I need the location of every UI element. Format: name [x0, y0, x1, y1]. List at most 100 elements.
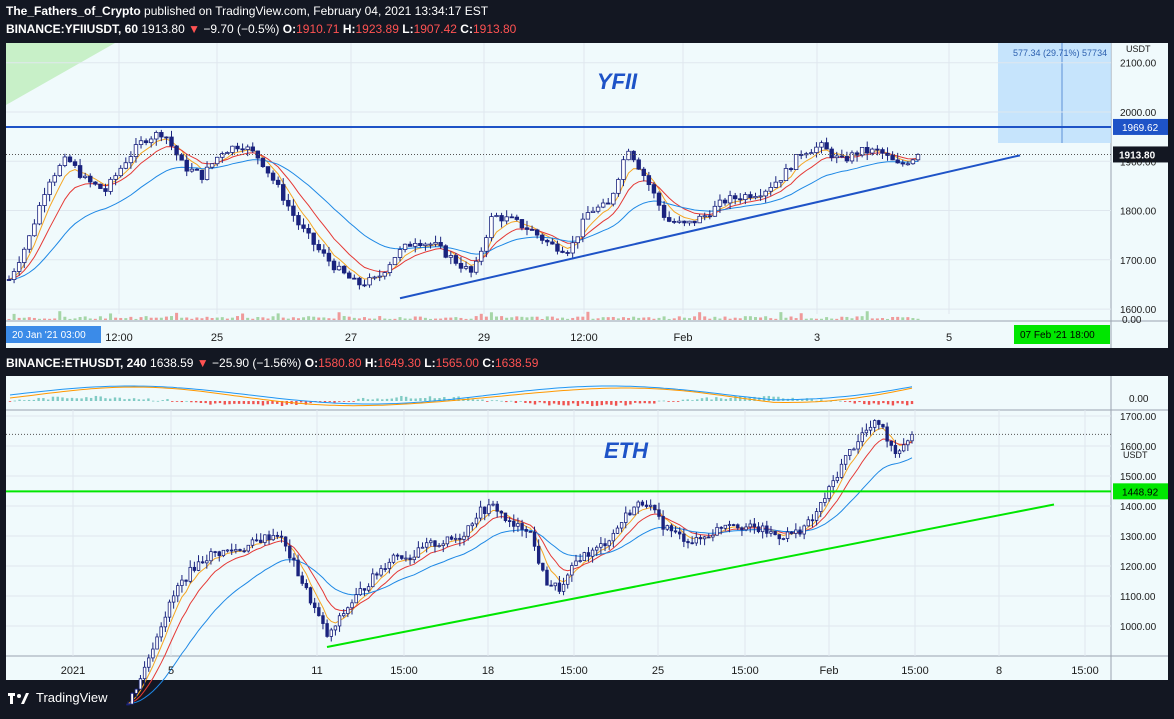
volume-bar — [93, 318, 97, 320]
candle — [656, 192, 662, 206]
candle — [740, 527, 744, 531]
time-tick: 15:00 — [390, 665, 418, 677]
candle — [151, 648, 155, 659]
volume-bar — [48, 318, 52, 320]
volume-bar — [505, 317, 509, 320]
candle — [657, 509, 661, 517]
volume-bar — [164, 316, 168, 320]
candle — [875, 148, 880, 151]
level-price-label — [1113, 483, 1168, 500]
candle — [743, 194, 748, 201]
macd-histogram-bar — [180, 401, 184, 403]
macd-histogram-bar — [151, 400, 155, 402]
volume-bar — [835, 318, 839, 320]
candle — [22, 248, 27, 263]
macd-histogram-bar — [753, 396, 756, 401]
candle — [437, 545, 441, 547]
volume-bar — [840, 316, 844, 320]
candle — [905, 163, 911, 166]
macd-pane[interactable] — [6, 376, 1111, 410]
volume-bar — [667, 318, 671, 320]
candle — [413, 243, 418, 247]
top-price-pane[interactable] — [6, 43, 1111, 314]
macd-histogram-bar — [361, 397, 365, 401]
label-l: L: — [424, 356, 436, 370]
volume-bar — [347, 316, 351, 320]
macd-histogram-bar — [901, 401, 904, 404]
candle — [835, 477, 840, 482]
candle — [103, 188, 108, 192]
candle — [176, 585, 180, 597]
candle — [673, 530, 678, 533]
candle — [590, 210, 596, 213]
candle — [420, 546, 425, 549]
green-wedge — [6, 43, 115, 105]
time-tick: 5 — [946, 332, 952, 344]
volume-bar — [246, 317, 250, 320]
candle — [678, 531, 682, 535]
volume-bar — [139, 317, 143, 320]
time-tick: 3 — [814, 332, 820, 344]
candle — [827, 486, 831, 499]
macd-histogram-bar — [381, 399, 384, 401]
volume-bar — [769, 318, 773, 320]
candle — [128, 156, 134, 164]
macd-indicator — [8, 385, 914, 407]
candle — [632, 506, 636, 516]
macd-histogram-bar — [171, 401, 174, 402]
top-time-axis[interactable] — [6, 321, 1168, 348]
volume-bar — [7, 318, 11, 320]
candle — [646, 175, 652, 186]
top-price-axis[interactable] — [1111, 43, 1168, 321]
candle — [844, 156, 850, 162]
bottom-time-axis[interactable] — [6, 656, 1168, 680]
candle — [215, 156, 220, 165]
candle — [520, 523, 524, 530]
candle — [225, 152, 230, 154]
bottom-price-axis[interactable] — [1111, 376, 1168, 656]
candle — [238, 549, 242, 552]
candle — [433, 540, 437, 547]
price-tick: 1700.00 — [1120, 256, 1157, 267]
macd-histogram-bar — [676, 401, 680, 402]
macd-histogram-bar — [46, 399, 50, 401]
candle — [717, 199, 723, 207]
candle — [727, 195, 733, 204]
price-tick: 2000.00 — [1120, 108, 1157, 119]
macd-histogram-bar — [175, 401, 179, 402]
candle — [11, 271, 17, 280]
candle — [375, 573, 379, 576]
candle — [230, 549, 234, 552]
macd-histogram-bar — [767, 395, 771, 401]
macd-histogram-bar — [233, 401, 236, 404]
candle — [449, 536, 454, 540]
time-tick: 15:00 — [901, 665, 929, 677]
candle — [626, 150, 631, 161]
macd-histogram-bar — [323, 401, 327, 403]
candle — [514, 216, 520, 220]
candle — [900, 162, 905, 165]
candle — [382, 272, 387, 277]
candle — [738, 198, 743, 201]
candle — [809, 152, 814, 155]
candle — [686, 541, 690, 544]
volume-bar — [875, 318, 879, 320]
measure-box — [998, 43, 1111, 143]
candle — [347, 272, 352, 279]
macd-histogram-bar — [734, 395, 737, 401]
volume-bar — [383, 318, 387, 320]
volume-bar — [215, 317, 219, 320]
volume-bar — [63, 316, 67, 320]
level-price-text: 1969.62 — [1122, 123, 1159, 134]
candle — [400, 555, 404, 559]
level-price-label — [1113, 118, 1168, 135]
macd-histogram-bar — [581, 401, 584, 404]
candle — [682, 220, 687, 224]
candle — [184, 159, 189, 172]
volume-bar — [703, 316, 707, 320]
bottom-price-pane[interactable] — [6, 410, 1111, 656]
macd-histogram-bar — [271, 401, 274, 404]
candle — [362, 284, 367, 287]
volume-bar — [693, 316, 697, 320]
